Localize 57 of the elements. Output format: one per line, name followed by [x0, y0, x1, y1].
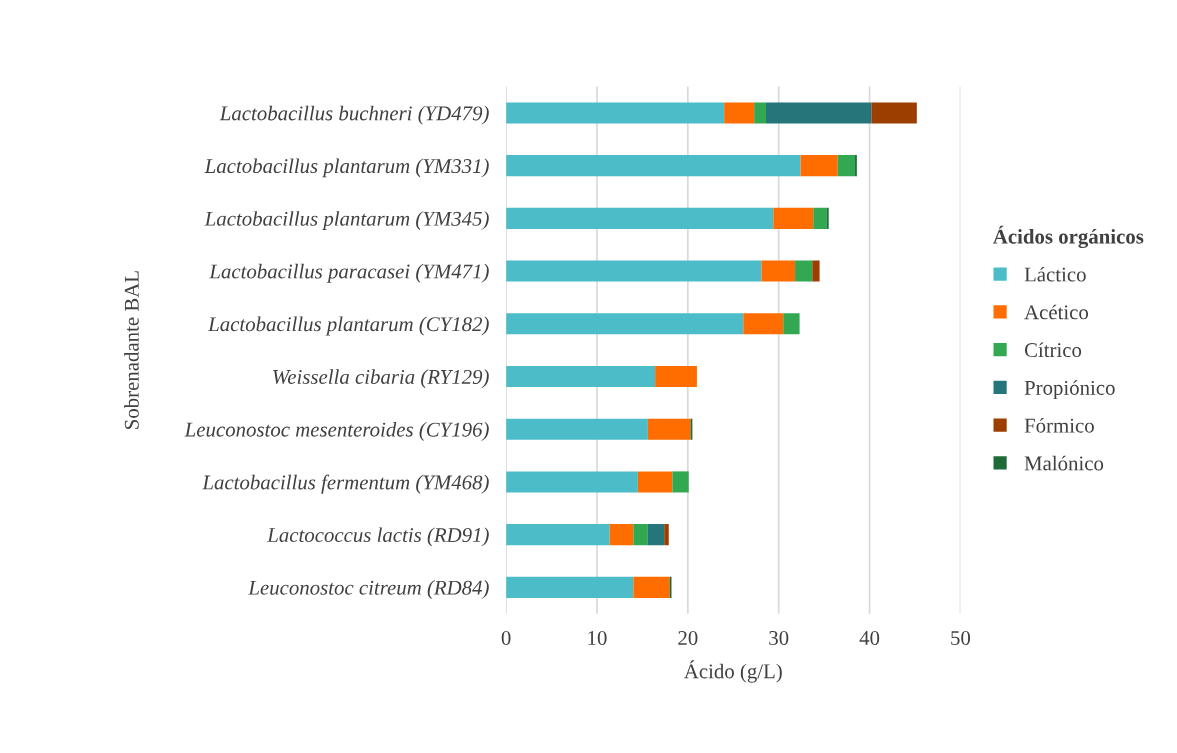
y-tick-label: Lactobacillus buchneri (YD479): [219, 105, 489, 125]
bar: [761, 260, 796, 282]
bar: [506, 155, 801, 177]
y-tick-label: Leuconostoc citreum (RD84): [248, 580, 489, 600]
bar: [637, 471, 673, 493]
bar: [506, 418, 648, 440]
x-tick-label: 20: [678, 630, 698, 646]
bar: [724, 102, 755, 124]
legend-label: Cítrico: [1024, 342, 1082, 358]
bar: [765, 102, 872, 124]
y-tick-label: Lactococcus lactis (RD91): [267, 527, 489, 547]
bar: [506, 102, 725, 124]
bar: [506, 313, 744, 335]
bar: [871, 102, 917, 124]
y-tick-label: Weissella cibaria (RY129): [273, 369, 489, 389]
bar: [800, 155, 838, 177]
x-axis-title: Ácido (g/L): [684, 660, 782, 683]
bar: [506, 260, 762, 282]
bar: [813, 207, 827, 229]
bar: [506, 471, 638, 493]
x-tick-label: 50: [951, 630, 971, 646]
bar: [633, 524, 648, 546]
y-tick-label: Lactobacillus fermentum (YM468): [202, 474, 489, 494]
bar: [743, 313, 784, 335]
x-tick-label: 30: [769, 630, 789, 646]
bar: [609, 524, 634, 546]
y-axis-title: Sobrenadante BAL: [124, 271, 139, 429]
y-tick-label: Lactobacillus paracasei (YM471): [209, 263, 489, 283]
bar: [647, 524, 665, 546]
bar: [754, 102, 766, 124]
bar: [506, 576, 634, 598]
legend-label: Propiónico: [1024, 380, 1115, 400]
bar: [672, 471, 689, 493]
y-tick-label: Lactobacillus plantarum (YM345): [204, 211, 489, 231]
bar: [837, 155, 856, 177]
y-tick-label: Lactobacillus plantarum (YM331): [204, 158, 489, 178]
bar: [633, 576, 670, 598]
legend-label: Malónico: [1024, 455, 1104, 471]
legend-title: Ácidos orgánicos: [993, 225, 1144, 249]
x-tick-label: 10: [588, 630, 607, 646]
bar: [773, 207, 814, 229]
bar: [647, 418, 691, 440]
bar: [795, 260, 813, 282]
bar: [506, 365, 656, 388]
y-tick-label: Lactobacillus plantarum (CY182): [207, 316, 489, 336]
x-tick-label: 40: [859, 630, 880, 646]
legend-label: Acético: [1024, 304, 1089, 320]
x-tick-label: 0: [501, 630, 511, 646]
bar: [783, 313, 800, 335]
bar: [655, 365, 697, 388]
bar: [664, 524, 669, 546]
legend-label: Láctico: [1024, 266, 1086, 282]
bar: [812, 260, 820, 282]
legend-label: Fórmico: [1024, 417, 1094, 433]
bar: [506, 207, 774, 229]
bar: [506, 524, 610, 546]
y-tick-label: Leuconostoc mesenteroides (CY196): [184, 421, 489, 441]
